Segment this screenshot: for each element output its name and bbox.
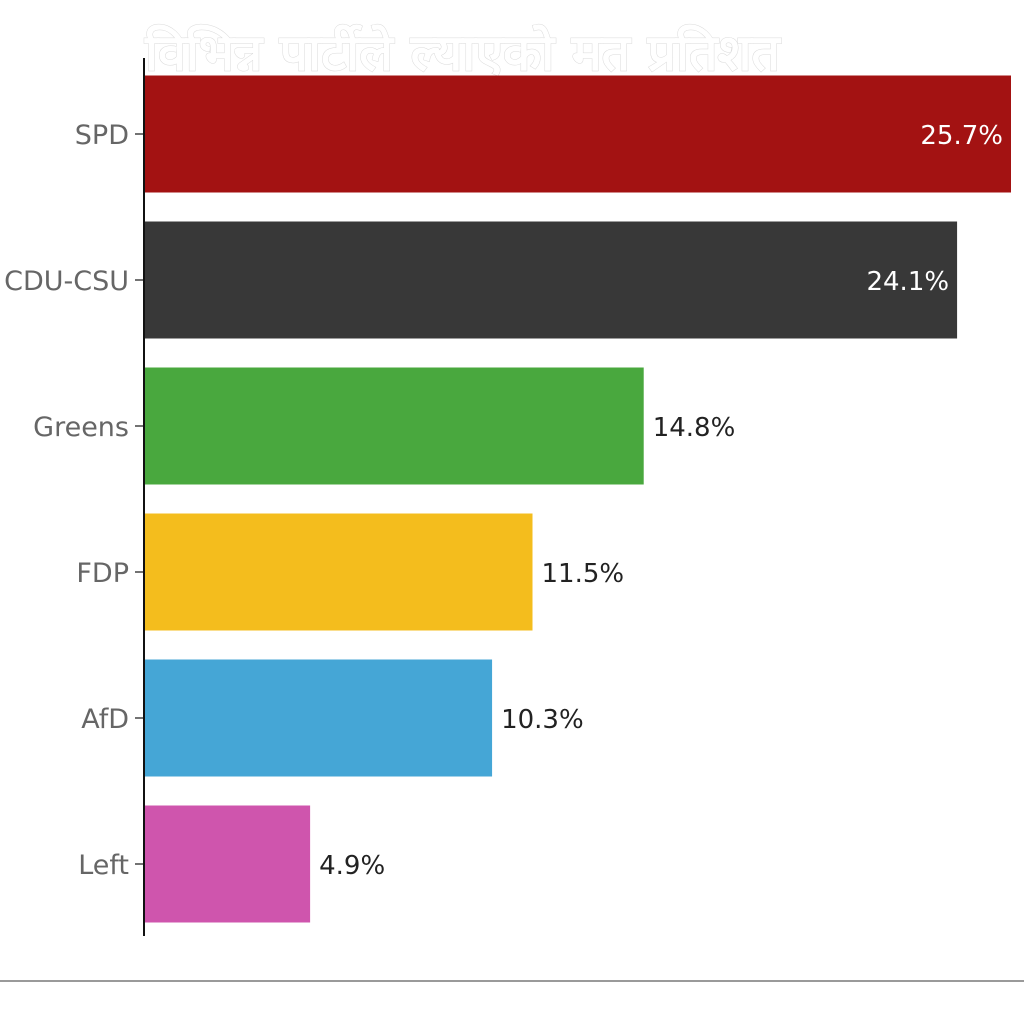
bar-spd <box>145 75 1011 193</box>
value-label-spd: 25.7% <box>920 121 1003 151</box>
category-label-afd: AfD <box>81 704 129 735</box>
bars-layer: SPD 25.7% CDU-CSU 24.1% Greens 14.8% FDP 11.5% A… <box>4 75 1011 923</box>
category-label-left: Left <box>78 850 129 881</box>
bar-fdp <box>145 513 533 631</box>
value-label-cdu-csu: 24.1% <box>866 267 949 297</box>
value-label-left: 4.9% <box>319 851 385 881</box>
value-label-afd: 10.3% <box>501 705 584 735</box>
value-label-fdp: 11.5% <box>542 559 625 589</box>
bar-cdu-csu <box>145 221 958 339</box>
category-label-cdu-csu: CDU-CSU <box>4 266 129 297</box>
chart-title: विभिन्न पार्टीले ल्याएको मत प्रतिशत <box>144 24 781 82</box>
bar-greens <box>145 367 644 485</box>
category-label-fdp: FDP <box>76 558 129 589</box>
bar-left <box>145 805 311 923</box>
value-label-greens: 14.8% <box>653 413 736 443</box>
bar-afd <box>145 659 493 777</box>
category-label-greens: Greens <box>33 412 129 443</box>
category-label-spd: SPD <box>75 120 129 151</box>
